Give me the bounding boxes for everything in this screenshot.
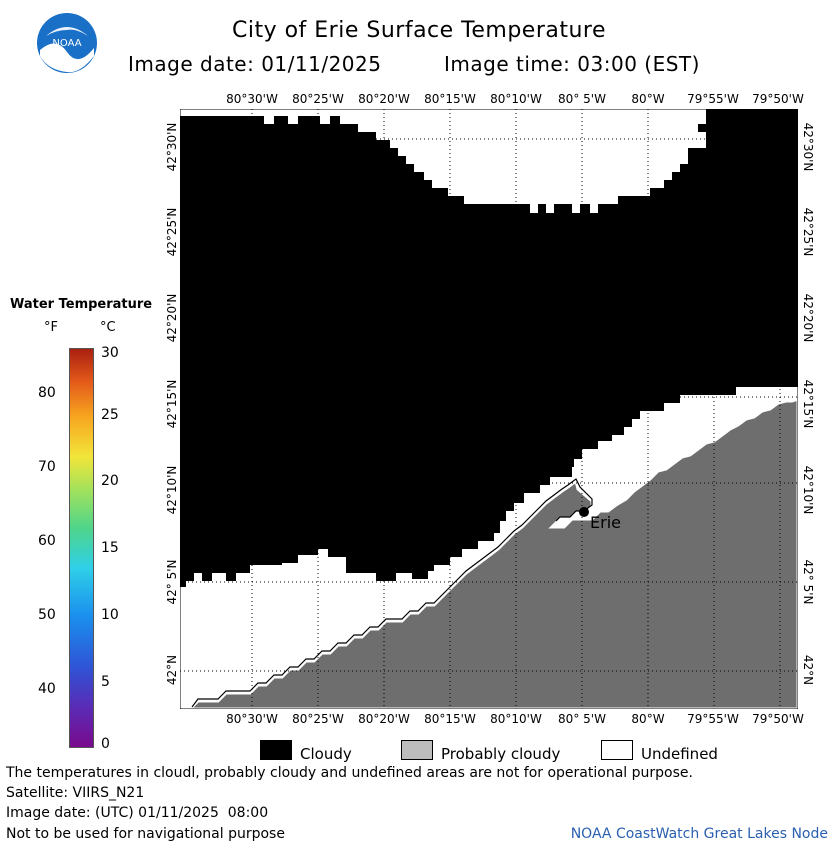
f-tick-40: 40: [38, 681, 56, 697]
lat-label-left: 42°N: [165, 654, 179, 686]
noaa-logo: NOAA: [36, 12, 98, 74]
c-tick-15: 15: [101, 540, 119, 556]
lon-label-top: 80°20'W: [358, 92, 410, 106]
lon-label-bottom: 80° 5'W: [558, 712, 606, 726]
lon-label-bottom: 80°15'W: [424, 712, 476, 726]
c-tick-0: 0: [101, 736, 110, 752]
color-bar: [69, 348, 94, 748]
lon-label-bottom: 79°50'W: [752, 712, 804, 726]
lon-label-top: 80°15'W: [424, 92, 476, 106]
lat-label-left: 42°15'N: [165, 379, 179, 429]
satellite: Satellite: VIIRS_N21: [6, 785, 145, 801]
c-tick-20: 20: [101, 473, 119, 489]
lat-label-left: 42°20'N: [165, 293, 179, 343]
lat-label-right: 42°25'N: [801, 207, 815, 257]
lon-label-bottom: 79°55'W: [687, 712, 739, 726]
erie-city-label: Erie: [590, 513, 621, 532]
lon-label-bottom: 80°10'W: [490, 712, 542, 726]
surface-temperature-map: Erie: [180, 109, 798, 709]
probably-cloudy-label: Probably cloudy: [441, 745, 561, 763]
lon-label-top: 80° 5'W: [558, 92, 606, 106]
disclaimer: The temperatures in cloudl, probably clo…: [6, 765, 693, 781]
erie-city-marker: [579, 507, 589, 517]
f-tick-70: 70: [38, 459, 56, 475]
legend-title: Water Temperature: [10, 297, 153, 312]
lat-label-right: 42° 5'N: [801, 559, 815, 605]
graticule: [180, 109, 798, 709]
lat-label-right: 42°15'N: [801, 379, 815, 429]
lat-label-right: 42°10'N: [801, 465, 815, 515]
cloud-region: [180, 109, 798, 587]
lat-label-right: 42°20'N: [801, 293, 815, 343]
lon-label-top: 80°10'W: [490, 92, 542, 106]
c-tick-30: 30: [101, 345, 119, 361]
lon-label-top: 80°30'W: [226, 92, 278, 106]
logo-text: NOAA: [52, 38, 81, 49]
lat-label-left: 42°30'N: [165, 122, 179, 172]
image-date: Image date: 01/11/2025: [128, 52, 382, 76]
probably-cloudy-swatch: [401, 740, 433, 760]
cloudy-swatch: [260, 740, 292, 760]
utc-date: Image date: (UTC) 01/11/2025 08:00: [6, 805, 269, 821]
lat-label-right: 42°N: [801, 654, 815, 686]
lon-label-top: 80°W: [631, 92, 665, 106]
lat-label-left: 42° 5'N: [165, 559, 179, 605]
lat-label-left: 42°25'N: [165, 207, 179, 257]
unit-f: °F: [44, 320, 58, 335]
credit: NOAA CoastWatch Great Lakes Node: [570, 826, 828, 842]
nav-warning: Not to be used for navigational purpose: [6, 826, 285, 842]
land-region: [187, 397, 798, 709]
cloudy-label: Cloudy: [300, 745, 352, 763]
c-tick-5: 5: [101, 674, 110, 690]
lon-label-top: 79°50'W: [752, 92, 804, 106]
f-tick-50: 50: [38, 607, 56, 623]
lat-label-left: 42°10'N: [165, 465, 179, 515]
noaa-logo-icon: NOAA: [37, 13, 97, 73]
shoreline: [191, 478, 593, 708]
lat-label-right: 42°30'N: [801, 122, 815, 172]
page-title: City of Erie Surface Temperature: [231, 18, 607, 43]
unit-c: °C: [100, 320, 116, 335]
lon-label-bottom: 80°30'W: [226, 712, 278, 726]
undefined-label: Undefined: [641, 745, 718, 763]
undefined-swatch: [601, 740, 633, 760]
c-tick-10: 10: [101, 607, 119, 623]
lon-label-bottom: 80°20'W: [358, 712, 410, 726]
lon-label-top: 79°55'W: [687, 92, 739, 106]
lon-label-bottom: 80°25'W: [292, 712, 344, 726]
image-time: Image time: 03:00 (EST): [444, 52, 700, 76]
lon-label-top: 80°25'W: [292, 92, 344, 106]
c-tick-25: 25: [101, 407, 119, 423]
f-tick-80: 80: [38, 385, 56, 401]
lon-label-bottom: 80°W: [631, 712, 665, 726]
f-tick-60: 60: [38, 533, 56, 549]
